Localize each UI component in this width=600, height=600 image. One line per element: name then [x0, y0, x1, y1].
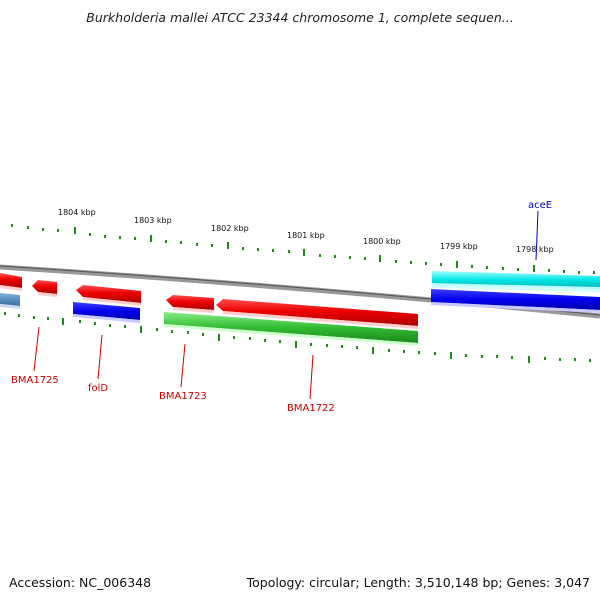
leader-aceE	[535, 210, 539, 261]
feature-red-left[interactable]	[0, 273, 22, 288]
leader-folD	[97, 334, 103, 380]
gene-label-BMA1722[interactable]: BMA1722	[287, 403, 335, 414]
reverse-cds-track	[0, 273, 418, 329]
gene-label-folD[interactable]: folD	[88, 383, 108, 394]
tick-label-1801: 1801 kbp	[287, 231, 325, 240]
map-title: Burkholderia mallei ATCC 23344 chromosom…	[86, 10, 514, 25]
tick-label-1799: 1799 kbp	[440, 242, 478, 251]
inner-tick-ring	[4, 312, 591, 363]
tick-labels: 1804 kbp 1803 kbp 1802 kbp 1801 kbp 1800…	[58, 208, 554, 254]
leader-BMA1722	[309, 354, 314, 400]
feature-BMA1725[interactable]	[32, 280, 57, 294]
feature-BMA1722-red[interactable]	[216, 299, 418, 326]
outer-tick-ring	[11, 224, 595, 274]
tick-label-1802: 1802 kbp	[211, 224, 249, 233]
tick-label-1804: 1804 kbp	[58, 208, 96, 217]
tick-label-1798: 1798 kbp	[516, 245, 554, 254]
feature-folD-red[interactable]	[76, 285, 141, 303]
gene-label-BMA1723[interactable]: BMA1723	[159, 391, 207, 402]
leader-BMA1723	[180, 343, 186, 388]
tick-label-1803: 1803 kbp	[134, 216, 172, 225]
feature-left-steel[interactable]	[0, 293, 20, 306]
gene-label-aceE[interactable]: aceE	[528, 200, 552, 211]
topology-summary: Topology: circular; Length: 3,510,148 bp…	[246, 575, 590, 590]
feature-BMA1722-green[interactable]	[164, 312, 418, 343]
gene-label-BMA1725[interactable]: BMA1725	[11, 375, 59, 386]
feature-aceE-blue[interactable]	[431, 289, 600, 310]
leader-BMA1725	[33, 326, 40, 372]
feature-BMA1723[interactable]	[166, 295, 214, 310]
tick-label-1800: 1800 kbp	[363, 237, 401, 246]
accession-text: Accession: NC_006348	[9, 575, 152, 590]
